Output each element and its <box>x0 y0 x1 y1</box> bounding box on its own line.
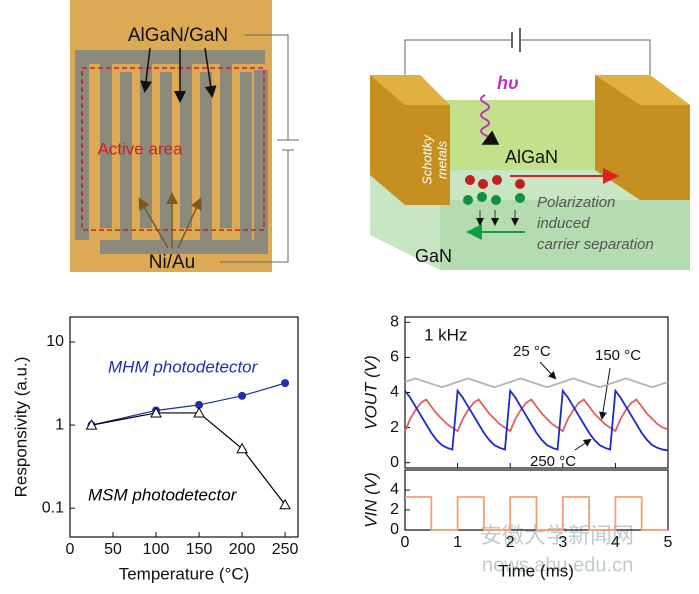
series-label: MHM photodetector <box>108 357 259 376</box>
x-tick-label: 50 <box>104 541 122 558</box>
series-label: 150 °C <box>595 347 641 364</box>
series-label: MSM photodetector <box>88 485 238 504</box>
series-label: 25 °C <box>513 343 551 360</box>
x-tick-label: 0 <box>401 534 410 551</box>
series-line <box>405 496 668 531</box>
annotation: 1 kHz <box>424 325 467 344</box>
y-axis-label: VIN (V) <box>361 472 380 528</box>
y-tick-label: 1 <box>55 416 64 433</box>
marker <box>236 442 248 454</box>
series-line <box>91 382 286 426</box>
y-tick-label: 4 <box>390 384 399 401</box>
micrograph-label: AlGaN/GaN <box>128 25 228 46</box>
plot-frame <box>69 316 299 538</box>
x-tick-label: 4 <box>611 534 620 551</box>
marker <box>85 419 98 430</box>
marker <box>193 406 205 418</box>
x-tick-label: 150 <box>186 541 213 558</box>
micrograph-label: Active area <box>97 139 183 158</box>
watermark: news.ahu.edu.cn <box>482 554 633 576</box>
series-label: 250 °C <box>530 453 576 470</box>
schematic: hυ Schottky metals AlGaN GaN Polarization… <box>370 28 690 270</box>
layer-label: GaN <box>415 246 452 266</box>
x-tick-label: 100 <box>143 541 170 558</box>
x-tick-label: 250 <box>272 541 299 558</box>
series-line <box>404 388 669 452</box>
x-tick-label: 2 <box>506 534 515 551</box>
y-tick-label: 6 <box>390 349 399 366</box>
watermark: 安徽大学新闻网 <box>480 523 634 548</box>
y-tick-label: 4 <box>390 481 399 498</box>
x-axis-label: Temperature (°C) <box>119 564 250 583</box>
y-tick-label: 0 <box>390 454 399 471</box>
marker <box>279 498 291 510</box>
y-axis-label: VOUT (V) <box>361 355 380 430</box>
metal-label: Schottky <box>419 134 434 185</box>
annotation-arrows <box>539 361 611 451</box>
y-axis-label: Responsivity (a.u.) <box>11 357 30 498</box>
marker <box>150 406 162 418</box>
micrograph-label: Ni/Au <box>149 252 195 273</box>
marker <box>281 379 290 388</box>
series-line <box>404 377 669 389</box>
note: carrier separation <box>537 236 654 253</box>
x-axis-label: Time (ms) <box>498 561 574 580</box>
x-tick-label: 3 <box>558 534 567 551</box>
x-tick-label: 200 <box>229 541 256 558</box>
y-tick-label: 0 <box>390 521 399 538</box>
x-tick-label: 0 <box>66 541 75 558</box>
note: induced <box>537 215 590 232</box>
note: Polarization <box>537 194 615 211</box>
layer-label: AlGaN <box>505 147 558 167</box>
x-tick-label: 5 <box>664 534 673 551</box>
y-tick-label: 2 <box>390 501 399 518</box>
micrograph: AlGaN/GaN Active area Ni/Au <box>70 0 299 273</box>
x-tick-label: 1 <box>453 534 462 551</box>
y-tick-label: 0.1 <box>42 499 64 516</box>
marker <box>195 400 204 409</box>
metal-label: metals <box>434 140 449 179</box>
y-tick-label: 2 <box>390 419 399 436</box>
series-line <box>404 398 669 433</box>
y-tick-label: 8 <box>390 313 399 330</box>
photon-label: hυ <box>497 73 519 93</box>
y-tick-label: 10 <box>46 333 64 350</box>
marker <box>238 391 247 400</box>
